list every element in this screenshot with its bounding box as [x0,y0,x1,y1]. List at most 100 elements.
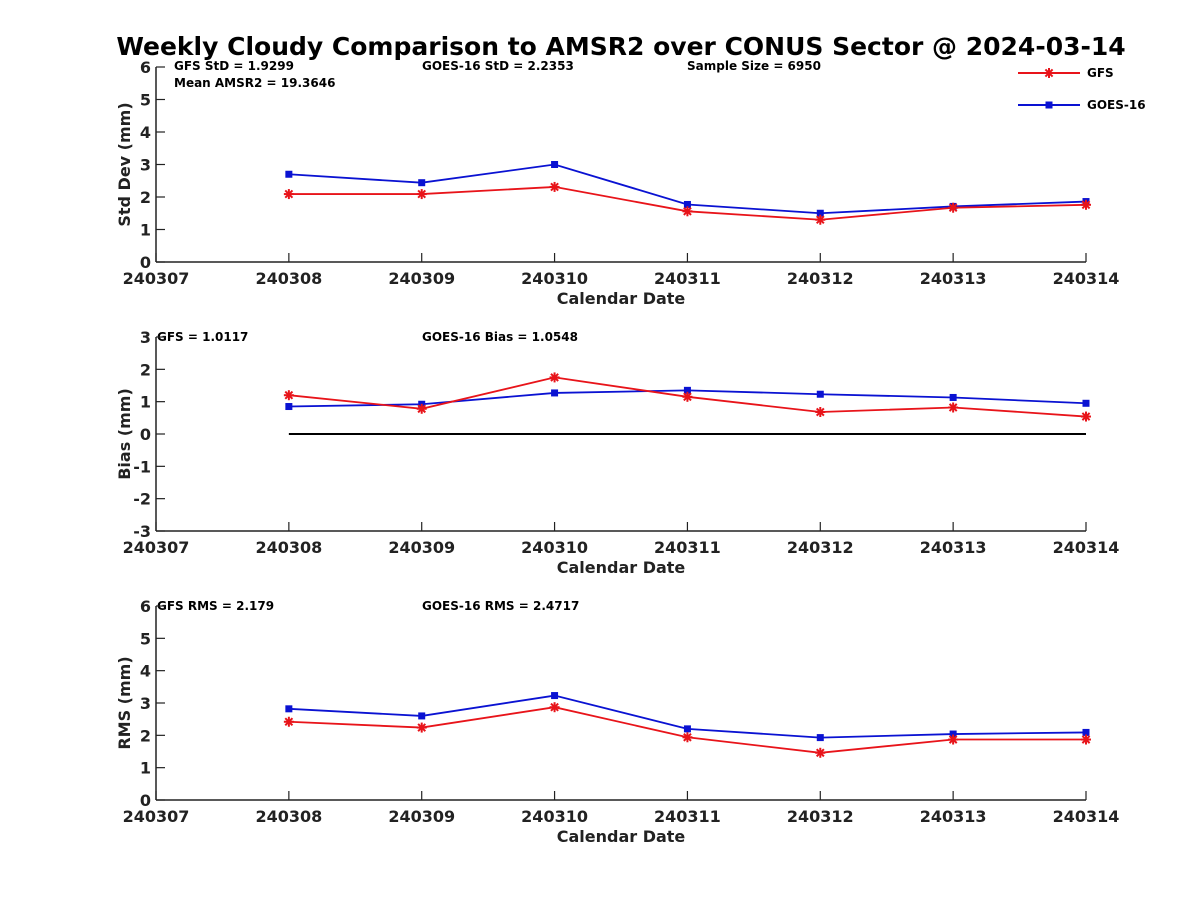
goes16-bias-annotation: GOES-16 Bias = 1.0548 [422,330,578,344]
rms-x-tick-label: 240313 [920,807,987,826]
bias-gfs-point [283,390,294,401]
bias-x-tick-label: 240312 [787,538,854,557]
bias-goes-16-point [683,386,691,394]
rms-goes-16-point [816,734,824,742]
rms-gfs-point [549,702,560,713]
rms-gfs-point [948,734,959,745]
stddev-x-tick-label: 240309 [388,269,455,288]
gfs-bias-annotation: GFS = 1.0117 [157,330,248,344]
bias-gfs-point [815,407,826,418]
gfs-rms-annotation: GFS RMS = 2.179 [157,599,274,613]
goes16-rms-annotation: GOES-16 RMS = 2.4717 [422,599,579,613]
bias-x-tick-label: 240313 [920,538,987,557]
stddev-x-tick-label: 240312 [787,269,854,288]
bias-x-tick-label: 240310 [521,538,588,557]
rms-gfs-point [682,732,693,743]
stddev-y-tick-label: 5 [140,91,151,110]
stddev-x-tick-label: 240314 [1053,269,1120,288]
stddev-goes-16-point [551,161,559,168]
rms-y-axis-label: RMS (mm) [115,656,134,749]
gfs-std-annotation: GFS StD = 1.9299 [174,59,294,73]
legend: GFS GOES-16 [1018,66,1146,112]
rms-goes-16-point [949,730,957,738]
bias-goes-16-point [551,389,559,397]
rms-y-tick-label: 5 [140,629,151,648]
bias-y-tick-label: -2 [133,490,151,509]
bias-x-tick-label: 240309 [388,538,455,557]
stddev-gfs-point [1081,199,1091,210]
rms-panel: GFS RMS = 2.179 GOES-16 RMS = 2.4717 0 1 2… [115,597,1119,846]
bias-y-tick-label: 1 [140,393,151,412]
stddev-goes-16-point [285,170,293,178]
rms-x-tick-label: 240314 [1053,807,1120,826]
stddev-gfs-point [283,189,294,200]
bias-x-tick-label: 240311 [654,538,721,557]
stddev-x-tick-label: 240313 [920,269,987,288]
rms-y-tick-label: 4 [140,662,151,681]
rms-x-tick-label: 240308 [255,807,322,826]
bias-x-tick-label: 240314 [1053,538,1120,557]
rms-gfs-point [416,722,427,733]
stddev-gfs-point [416,189,427,200]
bias-y-tick-label: -3 [133,522,151,541]
bias-x-tick-label: 240307 [123,538,190,557]
bias-y-tick-label: 2 [140,360,151,379]
goes16-std-annotation: GOES-16 StD = 2.2353 [422,59,574,73]
bias-x-axis-label: Calendar Date [557,558,686,577]
bias-panel: GFS = 1.0117 GOES-16 Bias = 1.0548 -3 -2 -… [115,328,1119,577]
stddev-goes-16-point [816,209,824,217]
stddev-y-axis-label: Std Dev (mm) [115,102,134,226]
bias-y-axis-label: Bias (mm) [115,388,134,480]
rms-x-tick-label: 240309 [388,807,455,826]
rms-goes-16-point [551,692,559,700]
rms-x-tick-label: 240310 [521,807,588,826]
rms-x-axis-label: Calendar Date [557,827,686,846]
rms-goes-16-point [418,712,426,720]
stddev-x-tick-label: 240308 [255,269,322,288]
rms-gfs-point [1081,734,1091,745]
bias-gfs-point [549,372,560,383]
rms-y-tick-label: 0 [140,791,151,810]
legend-goes16-label: GOES-16 [1087,98,1146,112]
rms-y-tick-label: 3 [140,694,151,713]
bias-gfs-point [948,402,959,413]
rms-x-tick-label: 240312 [787,807,854,826]
rms-gfs-point [283,716,294,727]
stddev-y-tick-label: 6 [140,58,151,77]
rms-y-tick-label: 1 [140,759,151,778]
bias-goes-16-point [949,393,957,401]
stddev-y-tick-label: 4 [140,123,151,142]
rms-x-tick-label: 240311 [654,807,721,826]
stddev-x-tick-label: 240307 [123,269,190,288]
bias-y-tick-label: -1 [133,457,151,476]
bias-gfs-point [682,391,693,402]
chart-title: Weekly Cloudy Comparison to AMSR2 over C… [116,32,1125,61]
stddev-x-axis-label: Calendar Date [557,289,686,308]
bias-goes-16-point [816,390,824,398]
bias-gfs-point [1081,411,1091,422]
rms-goes-16-point [683,725,691,733]
stddev-gfs-point [948,202,959,213]
stddev-x-tick-label: 240311 [654,269,721,288]
bias-goes-16-point [285,403,293,411]
legend-gfs-label: GFS [1087,66,1114,80]
stddev-gfs-point [549,181,560,192]
stddev-y-tick-label: 2 [140,188,151,207]
legend-goes16-marker-shape [1045,101,1053,109]
legend-gfs-marker-shape [1044,68,1054,78]
stddev-goes-16-point [683,200,691,208]
stddev-goes-16-point [418,179,426,187]
rms-y-tick-label: 2 [140,726,151,745]
stddev-x-tick-label: 240310 [521,269,588,288]
rms-x-tick-label: 240307 [123,807,190,826]
stddev-panel: GFS StD = 1.9299 GOES-16 StD = 2.2353 Sa… [115,58,1146,308]
bias-goes-16-point [1082,399,1090,407]
stddev-gfs-point [815,214,826,225]
rms-gfs-point [815,747,826,758]
legend-goes16-marker [1045,101,1053,109]
bias-x-tick-label: 240308 [255,538,322,557]
sample-size-annotation: Sample Size = 6950 [687,59,821,73]
stddev-y-tick-label: 3 [140,156,151,175]
bias-gfs-point [416,403,427,414]
